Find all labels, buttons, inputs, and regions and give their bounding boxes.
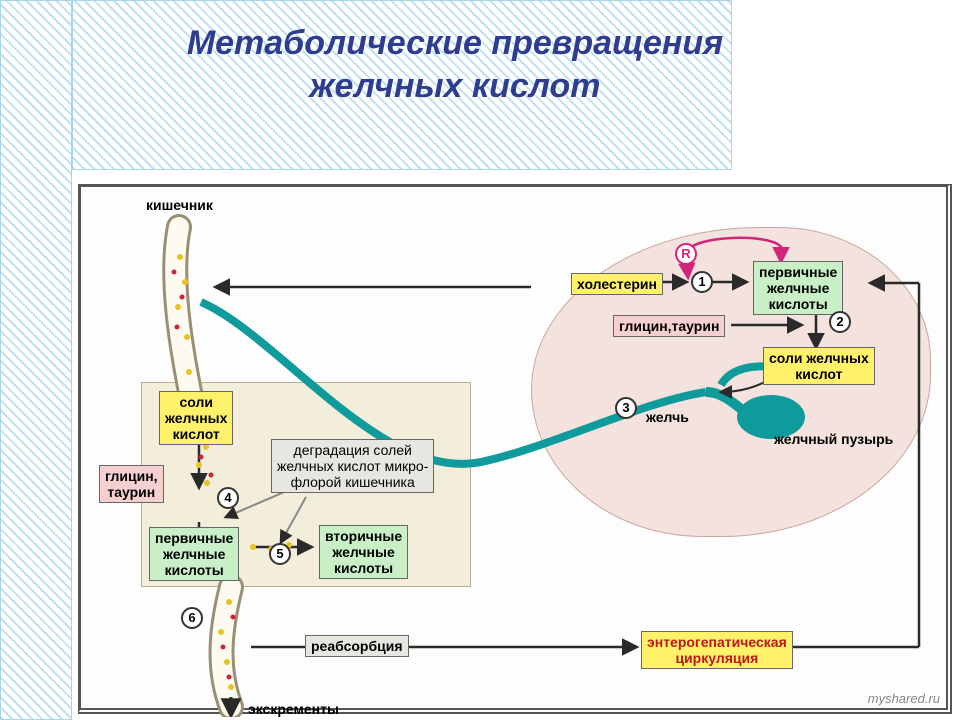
step-5: 5 (269, 543, 291, 565)
title-line-1: Метаболические превращения (187, 24, 723, 62)
step-4: 4 (217, 487, 239, 509)
bile-salts-int: соли желчных кислот (159, 391, 233, 445)
bile-label: желчь (641, 407, 694, 427)
excrement-label: экскременты (243, 699, 344, 719)
reabsorption-box: реабсорбция (305, 635, 409, 657)
primary-ba-int: первичные желчные кислоты (149, 527, 239, 581)
gallbladder-label: желчный пузырь (769, 429, 898, 449)
enterohepatic-box: энтерогепатическая циркуляция (641, 631, 793, 669)
glycine-taurine-liver: глицин,таурин (613, 315, 725, 337)
bile-salts-liver: соли желчных кислот (763, 347, 875, 385)
step-2: 2 (829, 311, 851, 333)
title-line-2: желчных кислот (309, 67, 600, 105)
hatch-left (0, 0, 72, 720)
glycine-taurine-int: глицин, таурин (99, 465, 164, 503)
diagram-frame: кишечник холестерин первичные желчные ки… (78, 184, 952, 714)
primary-ba-liver: первичные желчные кислоты (753, 261, 843, 315)
secondary-ba: вторичные желчные кислоты (319, 525, 408, 579)
intestine-header: кишечник (141, 195, 218, 215)
step-3: 3 (615, 397, 637, 419)
degradation-box: деградация солей желчных кислот микро- ф… (271, 439, 434, 493)
step-1: 1 (691, 271, 713, 293)
step-R: R (675, 243, 697, 265)
slide-title: Метаболические превращения желчных кисло… (110, 22, 800, 107)
watermark: myshared.ru (868, 691, 940, 706)
step-6: 6 (181, 607, 203, 629)
cholesterol-box: холестерин (571, 273, 663, 295)
